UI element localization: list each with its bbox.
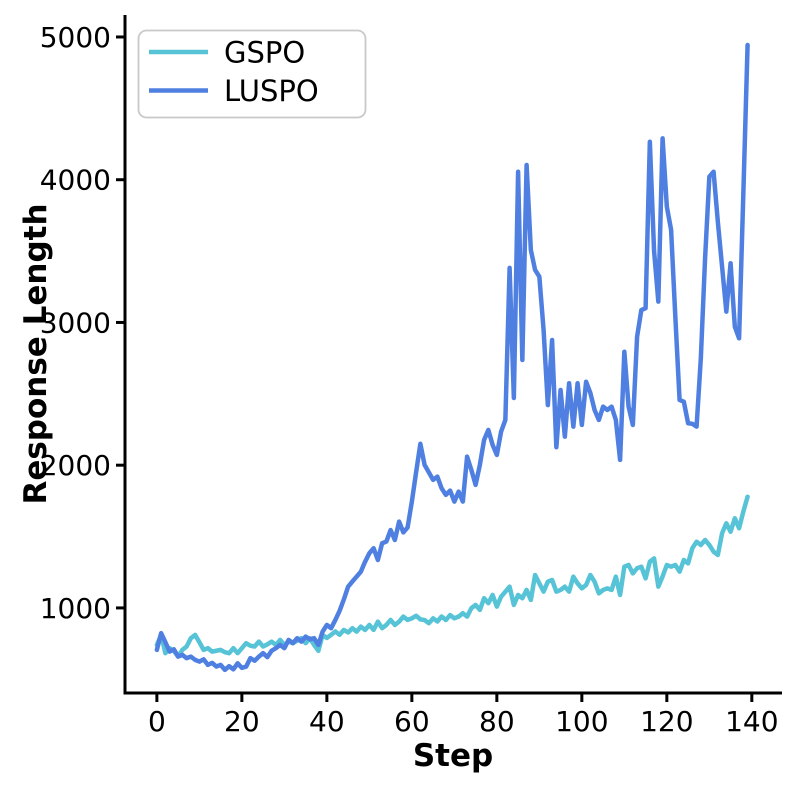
legend-luspo-label: LUSPO [224,74,319,108]
y-tick-label: 5000 [40,21,111,54]
legend-gspo-label: GSPO [224,36,305,70]
y-axis-label: Response Length [18,203,54,504]
y-axis: 1000 2000 3000 4000 5000 [40,21,125,625]
y-tick-label: 2000 [40,449,111,482]
x-axis: 0 20 40 60 80 100 120 140 [148,693,779,738]
x-tick-label: 120 [640,705,693,738]
y-tick-label: 3000 [40,306,111,339]
x-tick-label: 100 [555,705,608,738]
gspo-line [154,494,750,659]
data-series [154,42,750,673]
x-tick-label: 20 [224,705,260,738]
x-axis-label: Step [413,738,493,774]
y-tick-label: 1000 [40,592,111,625]
x-tick-label: 40 [309,705,345,738]
x-tick-label: 60 [394,705,430,738]
luspo-line [154,42,750,673]
x-tick-label: 80 [479,705,515,738]
legend: GSPO LUSPO [137,29,367,119]
x-tick-label: 140 [725,705,778,738]
axes-spines [123,15,782,695]
y-tick-label: 4000 [40,164,111,197]
x-tick-label: 0 [148,705,166,738]
